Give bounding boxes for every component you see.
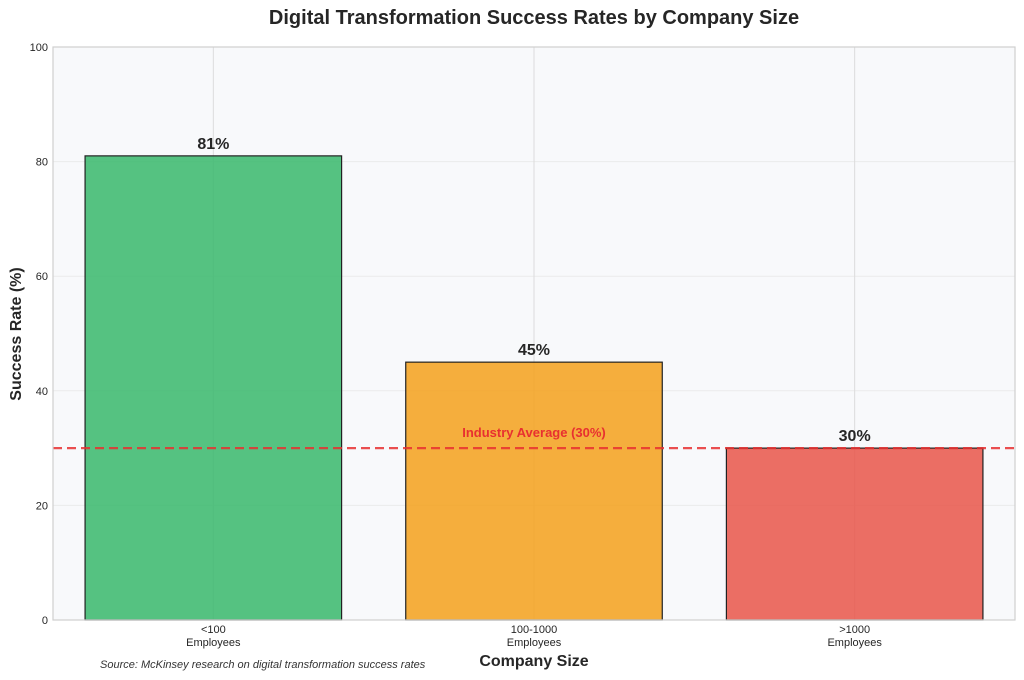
y-tick-label: 40 — [36, 386, 48, 398]
y-tick-label: 100 — [30, 42, 48, 54]
reference-line-layer: Industry Average (30%) — [53, 425, 1015, 450]
y-axis-label: Success Rate (%) — [8, 267, 25, 400]
bar-value-labels: 81% 45% 30% — [197, 136, 870, 445]
bar — [405, 361, 663, 621]
source-note: Source: McKinsey research on digital tra… — [100, 659, 426, 671]
reference-line-label: Industry Average (30%) — [462, 425, 606, 440]
y-tick-label: 60 — [36, 271, 48, 283]
y-tick-label: 20 — [36, 500, 48, 512]
x-tick-label: >1000 Employees — [827, 624, 882, 649]
bar — [84, 155, 343, 621]
y-tick-label: 80 — [36, 157, 48, 169]
bar — [725, 447, 984, 621]
x-tick-label: <100 Employees — [186, 624, 241, 649]
y-tick-labels: 0 20 40 60 80 100 — [30, 42, 48, 627]
y-tick-label: 0 — [42, 615, 48, 627]
x-tick-labels: <100 Employees 100-1000 Employees >1000 Emplo… — [186, 624, 882, 649]
plot-border — [52, 46, 1016, 621]
bar-value-label: 81% — [197, 136, 229, 153]
bars-layer — [84, 155, 984, 621]
bar-value-label: 30% — [839, 428, 871, 445]
bar-value-label: 45% — [518, 342, 550, 359]
x-tick-label: 100-1000 Employees — [507, 624, 562, 649]
chart-title: Digital Transformation Success Rates by … — [269, 7, 799, 29]
x-axis-label: Company Size — [479, 653, 588, 670]
